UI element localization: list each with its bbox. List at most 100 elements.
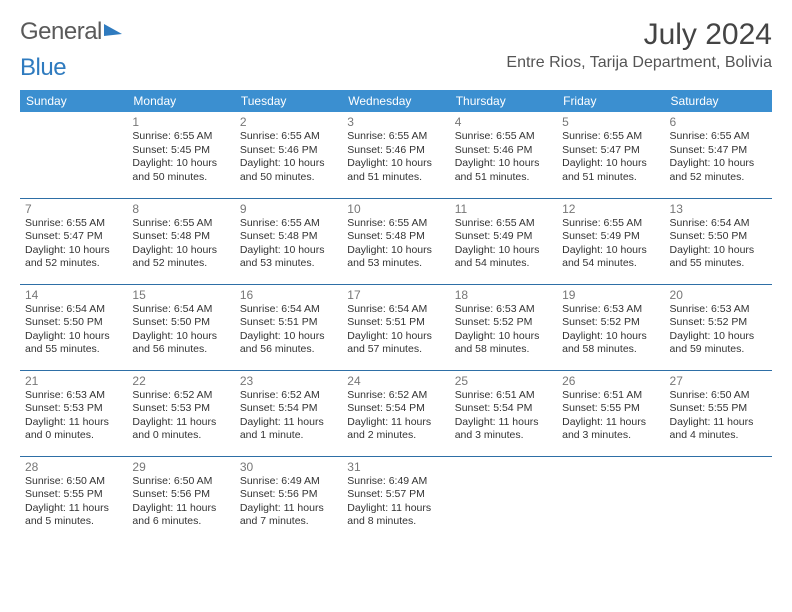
- sunrise-text: Sunrise: 6:53 AM: [562, 303, 659, 317]
- sunrise-text: Sunrise: 6:55 AM: [347, 217, 444, 231]
- dl2-text: and 55 minutes.: [25, 343, 122, 357]
- sunset-text: Sunset: 5:47 PM: [562, 144, 659, 158]
- sunrise-text: Sunrise: 6:49 AM: [240, 475, 337, 489]
- calendar-header-row: SundayMondayTuesdayWednesdayThursdayFrid…: [20, 90, 772, 112]
- sunrise-text: Sunrise: 6:55 AM: [132, 130, 229, 144]
- sunrise-text: Sunrise: 6:52 AM: [347, 389, 444, 403]
- sunrise-text: Sunrise: 6:54 AM: [132, 303, 229, 317]
- sunset-text: Sunset: 5:55 PM: [25, 488, 122, 502]
- dl1-text: Daylight: 10 hours: [240, 330, 337, 344]
- day-number: 17: [347, 288, 444, 302]
- sunrise-text: Sunrise: 6:55 AM: [347, 130, 444, 144]
- sunset-text: Sunset: 5:52 PM: [670, 316, 767, 330]
- sunset-text: Sunset: 5:52 PM: [455, 316, 552, 330]
- dl2-text: and 53 minutes.: [347, 257, 444, 271]
- weekday-header: Friday: [557, 90, 664, 112]
- dl2-text: and 59 minutes.: [670, 343, 767, 357]
- dl1-text: Daylight: 10 hours: [562, 244, 659, 258]
- dl1-text: Daylight: 11 hours: [670, 416, 767, 430]
- dl2-text: and 53 minutes.: [240, 257, 337, 271]
- logo-text-blue: Blue: [20, 54, 66, 82]
- sunrise-text: Sunrise: 6:54 AM: [240, 303, 337, 317]
- dl2-text: and 54 minutes.: [455, 257, 552, 271]
- sunset-text: Sunset: 5:50 PM: [132, 316, 229, 330]
- calendar-day-cell: 23Sunrise: 6:52 AMSunset: 5:54 PMDayligh…: [235, 370, 342, 456]
- day-number: 3: [347, 115, 444, 129]
- sunrise-text: Sunrise: 6:52 AM: [240, 389, 337, 403]
- location-text: Entre Rios, Tarija Department, Bolivia: [506, 54, 772, 72]
- dl1-text: Daylight: 10 hours: [240, 157, 337, 171]
- calendar-table: SundayMondayTuesdayWednesdayThursdayFrid…: [20, 90, 772, 542]
- dl1-text: Daylight: 10 hours: [25, 244, 122, 258]
- weekday-header: Saturday: [665, 90, 772, 112]
- sunset-text: Sunset: 5:48 PM: [347, 230, 444, 244]
- sunset-text: Sunset: 5:54 PM: [240, 402, 337, 416]
- dl1-text: Daylight: 10 hours: [132, 330, 229, 344]
- dl1-text: Daylight: 11 hours: [347, 416, 444, 430]
- sunset-text: Sunset: 5:54 PM: [455, 402, 552, 416]
- calendar-day-cell: 10Sunrise: 6:55 AMSunset: 5:48 PMDayligh…: [342, 198, 449, 284]
- day-number: 20: [670, 288, 767, 302]
- sunset-text: Sunset: 5:48 PM: [240, 230, 337, 244]
- dl1-text: Daylight: 11 hours: [562, 416, 659, 430]
- calendar-day-cell: 29Sunrise: 6:50 AMSunset: 5:56 PMDayligh…: [127, 456, 234, 542]
- calendar-day-cell: 31Sunrise: 6:49 AMSunset: 5:57 PMDayligh…: [342, 456, 449, 542]
- sunrise-text: Sunrise: 6:51 AM: [562, 389, 659, 403]
- sunrise-text: Sunrise: 6:55 AM: [25, 217, 122, 231]
- dl1-text: Daylight: 10 hours: [670, 157, 767, 171]
- dl2-text: and 56 minutes.: [240, 343, 337, 357]
- day-number: 12: [562, 202, 659, 216]
- sunrise-text: Sunrise: 6:53 AM: [670, 303, 767, 317]
- sunrise-text: Sunrise: 6:54 AM: [670, 217, 767, 231]
- calendar-day-cell: 7Sunrise: 6:55 AMSunset: 5:47 PMDaylight…: [20, 198, 127, 284]
- dl2-text: and 58 minutes.: [455, 343, 552, 357]
- calendar-week-row: 21Sunrise: 6:53 AMSunset: 5:53 PMDayligh…: [20, 370, 772, 456]
- dl1-text: Daylight: 11 hours: [132, 502, 229, 516]
- dl2-text: and 58 minutes.: [562, 343, 659, 357]
- dl2-text: and 5 minutes.: [25, 515, 122, 529]
- calendar-day-cell: 24Sunrise: 6:52 AMSunset: 5:54 PMDayligh…: [342, 370, 449, 456]
- calendar-week-row: 28Sunrise: 6:50 AMSunset: 5:55 PMDayligh…: [20, 456, 772, 542]
- sunset-text: Sunset: 5:53 PM: [25, 402, 122, 416]
- sunrise-text: Sunrise: 6:49 AM: [347, 475, 444, 489]
- sunset-text: Sunset: 5:49 PM: [455, 230, 552, 244]
- sunrise-text: Sunrise: 6:54 AM: [25, 303, 122, 317]
- sunrise-text: Sunrise: 6:53 AM: [455, 303, 552, 317]
- sunset-text: Sunset: 5:48 PM: [132, 230, 229, 244]
- day-number: 4: [455, 115, 552, 129]
- logo-text-gray: General: [20, 18, 102, 46]
- calendar-day-cell: 5Sunrise: 6:55 AMSunset: 5:47 PMDaylight…: [557, 112, 664, 198]
- day-number: 14: [25, 288, 122, 302]
- calendar-day-cell: 2Sunrise: 6:55 AMSunset: 5:46 PMDaylight…: [235, 112, 342, 198]
- dl2-text: and 52 minutes.: [25, 257, 122, 271]
- day-number: 13: [670, 202, 767, 216]
- sunset-text: Sunset: 5:51 PM: [347, 316, 444, 330]
- calendar-day-cell: 3Sunrise: 6:55 AMSunset: 5:46 PMDaylight…: [342, 112, 449, 198]
- dl1-text: Daylight: 11 hours: [347, 502, 444, 516]
- calendar-day-cell: 25Sunrise: 6:51 AMSunset: 5:54 PMDayligh…: [450, 370, 557, 456]
- day-number: 15: [132, 288, 229, 302]
- dl2-text: and 51 minutes.: [562, 171, 659, 185]
- dl1-text: Daylight: 10 hours: [240, 244, 337, 258]
- sunrise-text: Sunrise: 6:55 AM: [455, 130, 552, 144]
- weekday-header: Sunday: [20, 90, 127, 112]
- dl2-text: and 8 minutes.: [347, 515, 444, 529]
- dl2-text: and 51 minutes.: [455, 171, 552, 185]
- dl2-text: and 50 minutes.: [240, 171, 337, 185]
- day-number: 1: [132, 115, 229, 129]
- sunrise-text: Sunrise: 6:55 AM: [455, 217, 552, 231]
- sunset-text: Sunset: 5:49 PM: [562, 230, 659, 244]
- dl2-text: and 4 minutes.: [670, 429, 767, 443]
- sunrise-text: Sunrise: 6:55 AM: [670, 130, 767, 144]
- sunset-text: Sunset: 5:56 PM: [240, 488, 337, 502]
- dl1-text: Daylight: 10 hours: [132, 157, 229, 171]
- calendar-day-cell: 27Sunrise: 6:50 AMSunset: 5:55 PMDayligh…: [665, 370, 772, 456]
- sunset-text: Sunset: 5:52 PM: [562, 316, 659, 330]
- calendar-week-row: 14Sunrise: 6:54 AMSunset: 5:50 PMDayligh…: [20, 284, 772, 370]
- sunset-text: Sunset: 5:47 PM: [25, 230, 122, 244]
- dl1-text: Daylight: 10 hours: [455, 330, 552, 344]
- sunset-text: Sunset: 5:54 PM: [347, 402, 444, 416]
- day-number: 10: [347, 202, 444, 216]
- logo-triangle-icon: [104, 24, 122, 36]
- dl2-text: and 50 minutes.: [132, 171, 229, 185]
